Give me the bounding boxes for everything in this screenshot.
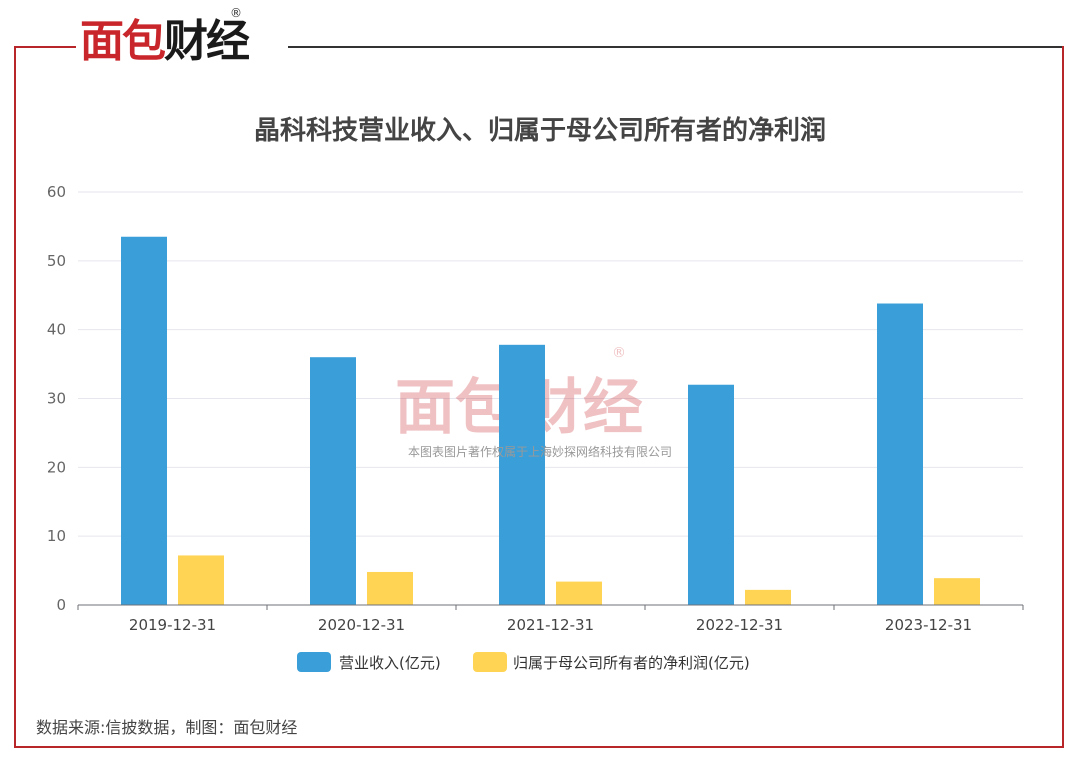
bar-net-profit bbox=[178, 555, 224, 605]
frame-top-line-left bbox=[14, 46, 76, 48]
y-tick-label: 20 bbox=[47, 458, 66, 476]
axes: 0 10 20 30 40 50 60 2019-12-31 2020-12-31 2021-12… bbox=[47, 183, 1024, 634]
legend-swatch bbox=[473, 652, 507, 672]
y-tick-label: 0 bbox=[56, 596, 66, 614]
chart-title: 晶科科技营业收入、归属于母公司所有者的净利润 bbox=[253, 116, 826, 146]
bar-revenue bbox=[310, 357, 356, 605]
brand-logo-part2: 财经 bbox=[164, 16, 250, 67]
x-tick-label: 2019-12-31 bbox=[129, 616, 216, 634]
x-tick-label: 2023-12-31 bbox=[885, 616, 972, 634]
legend-label: 归属于母公司所有者的净利润(亿元) bbox=[513, 654, 750, 672]
x-tick-label: 2020-12-31 bbox=[318, 616, 405, 634]
bar-net-profit bbox=[934, 578, 980, 605]
frame-top-line-right bbox=[288, 46, 1064, 48]
y-tick-label: 50 bbox=[47, 252, 66, 270]
bar-net-profit bbox=[745, 589, 791, 605]
legend-swatch bbox=[297, 652, 331, 672]
bar-net-profit bbox=[367, 571, 413, 605]
brand-logo-part1: 面包 bbox=[80, 16, 166, 67]
y-tick-label: 10 bbox=[47, 527, 66, 545]
brand-registered-mark: ® bbox=[230, 6, 242, 20]
legend: 营业收入(亿元) 归属于母公司所有者的净利润(亿元) bbox=[297, 652, 750, 672]
bars bbox=[121, 236, 980, 605]
watermark-registered-mark: ® bbox=[612, 345, 626, 361]
y-tick-label: 60 bbox=[47, 183, 66, 201]
chart-frame bbox=[14, 46, 1064, 748]
legend-label: 营业收入(亿元) bbox=[339, 654, 441, 672]
x-tick-label: 2022-12-31 bbox=[696, 616, 783, 634]
data-source-note: 数据来源:信披数据，制图：面包财经 bbox=[36, 718, 298, 737]
bar-net-profit bbox=[556, 581, 602, 605]
watermark-logo-part1: 面包 bbox=[395, 373, 515, 443]
x-tick-label: 2021-12-31 bbox=[507, 616, 594, 634]
brand-logo: 面包财经 bbox=[80, 12, 250, 72]
bar-revenue bbox=[499, 344, 545, 605]
bar-revenue bbox=[877, 303, 923, 605]
bar-revenue bbox=[688, 384, 734, 605]
y-tick-label: 30 bbox=[47, 390, 66, 408]
grid-lines bbox=[78, 191, 1023, 537]
bar-revenue bbox=[121, 236, 167, 605]
y-tick-label: 40 bbox=[47, 321, 66, 339]
watermark-copyright: 本图表图片著作权属于上海妙探网络科技有限公司 bbox=[408, 444, 672, 459]
